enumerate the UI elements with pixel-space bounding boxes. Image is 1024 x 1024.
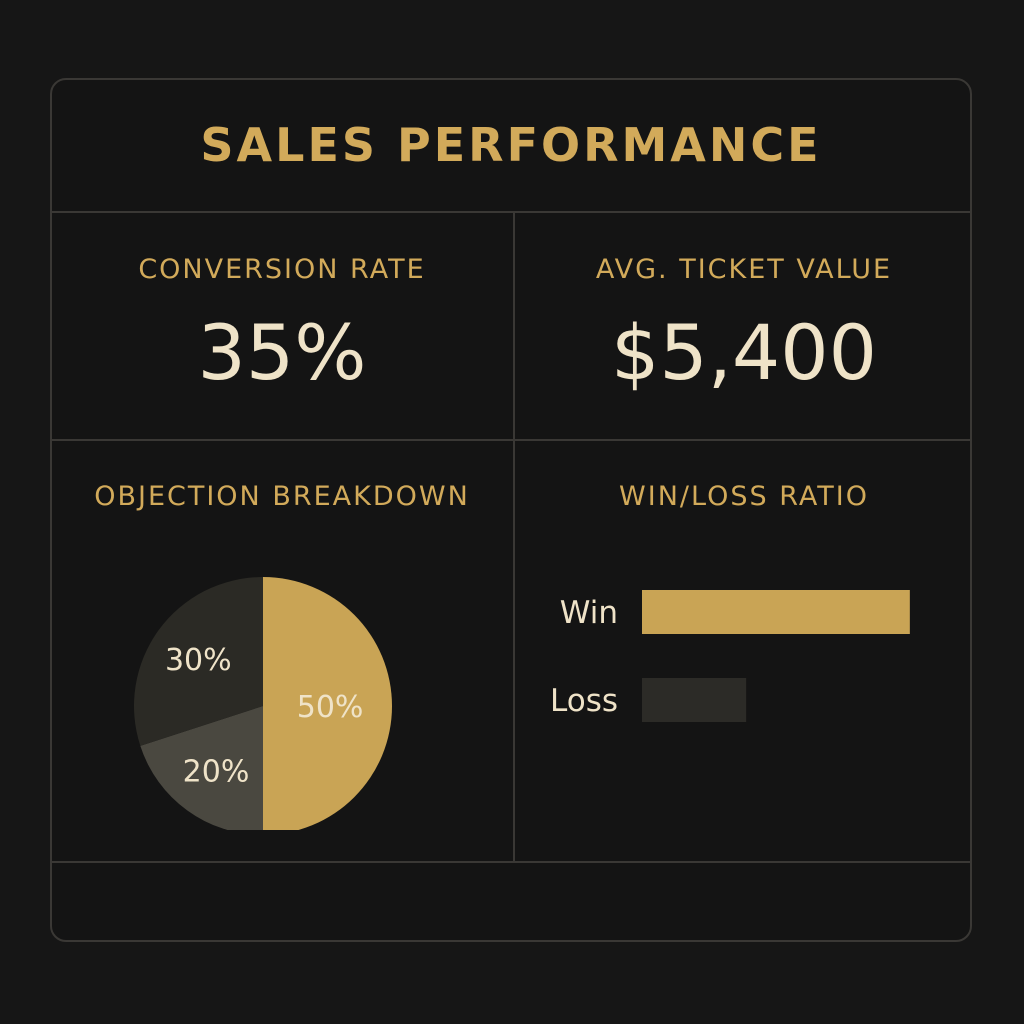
divider-bottom bbox=[52, 861, 970, 863]
bar-category-label-win: Win bbox=[560, 595, 618, 631]
pie-slice-30 bbox=[133, 577, 263, 746]
bar-category-label-loss: Loss bbox=[550, 683, 618, 719]
avg-ticket-value-label: AVG. TICKET VALUE bbox=[595, 254, 893, 285]
divider-middle bbox=[52, 439, 970, 441]
pie-slice-label: 30% bbox=[165, 643, 232, 678]
avg-ticket-value-value: $5,400 bbox=[611, 308, 877, 397]
divider-vertical bbox=[513, 213, 515, 863]
conversion-rate-value: 35% bbox=[197, 308, 367, 397]
pie-slice-50 bbox=[263, 577, 392, 830]
page-title: SALES PERFORMANCE bbox=[200, 118, 822, 172]
bar-loss bbox=[642, 678, 747, 722]
win-loss-ratio-title: WIN/LOSS RATIO bbox=[619, 481, 869, 512]
bar-win bbox=[642, 590, 910, 634]
win-loss-bar-chart: Win Loss bbox=[550, 590, 910, 722]
divider-top bbox=[52, 211, 970, 213]
objection-breakdown-title: OBJECTION BREAKDOWN bbox=[94, 481, 470, 512]
dashboard-card: SALES PERFORMANCE CONVERSION RATE 35% AV… bbox=[50, 78, 972, 942]
pie-slice-20 bbox=[140, 706, 263, 830]
objection-breakdown-pie-chart: 50% 20% 30% bbox=[133, 577, 392, 830]
conversion-rate-label: CONVERSION RATE bbox=[138, 254, 426, 285]
pie-slice-label: 20% bbox=[183, 755, 250, 790]
pie-slice-label: 50% bbox=[297, 690, 364, 725]
